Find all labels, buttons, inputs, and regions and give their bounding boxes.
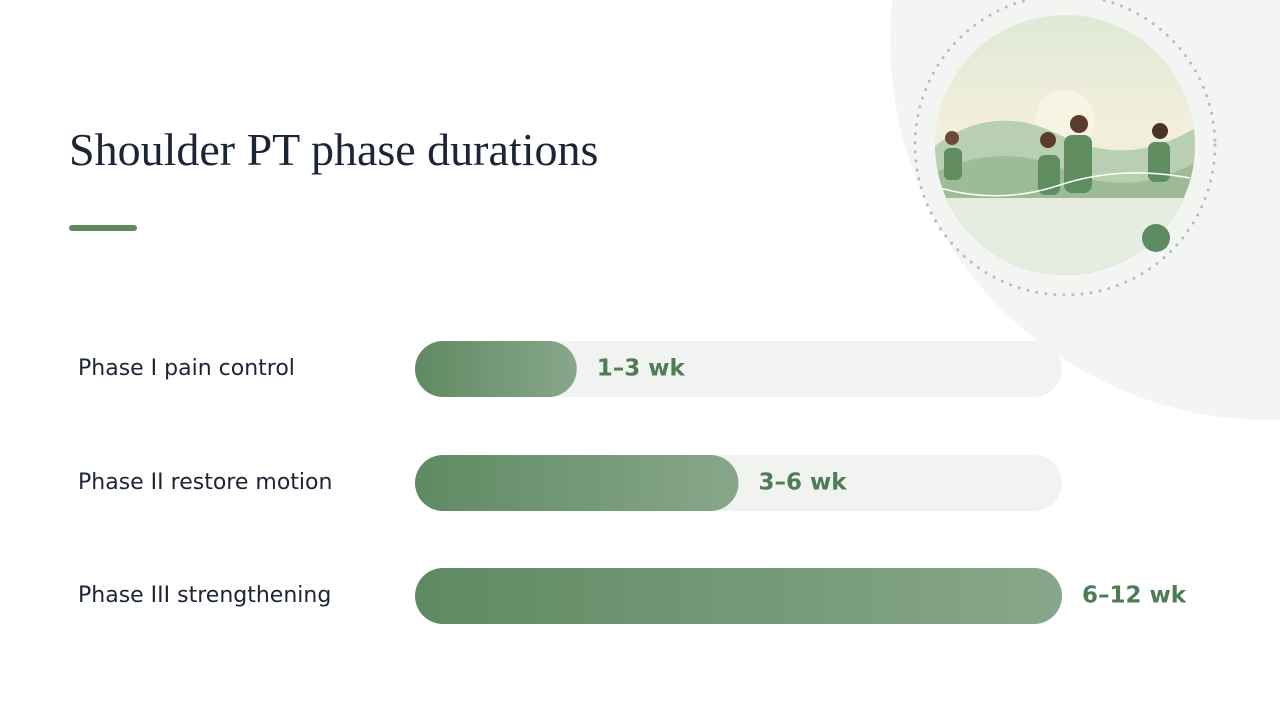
title-accent	[69, 225, 137, 231]
category-label: Phase II restore motion	[78, 470, 332, 495]
chart-title: Shoulder PT phase durations	[69, 124, 598, 175]
accent-dot	[1142, 224, 1170, 252]
bar	[415, 341, 577, 397]
bar	[415, 455, 739, 511]
category-label: Phase I pain control	[78, 356, 295, 381]
value-label: 1–3 wk	[597, 356, 686, 382]
category-label: Phase III strengthening	[78, 583, 331, 608]
value-label: 6–12 wk	[1082, 583, 1187, 609]
dotted-ring	[913, 0, 1217, 297]
value-label: 3–6 wk	[759, 470, 848, 496]
bar-track	[415, 341, 1062, 397]
bar	[415, 568, 1062, 624]
